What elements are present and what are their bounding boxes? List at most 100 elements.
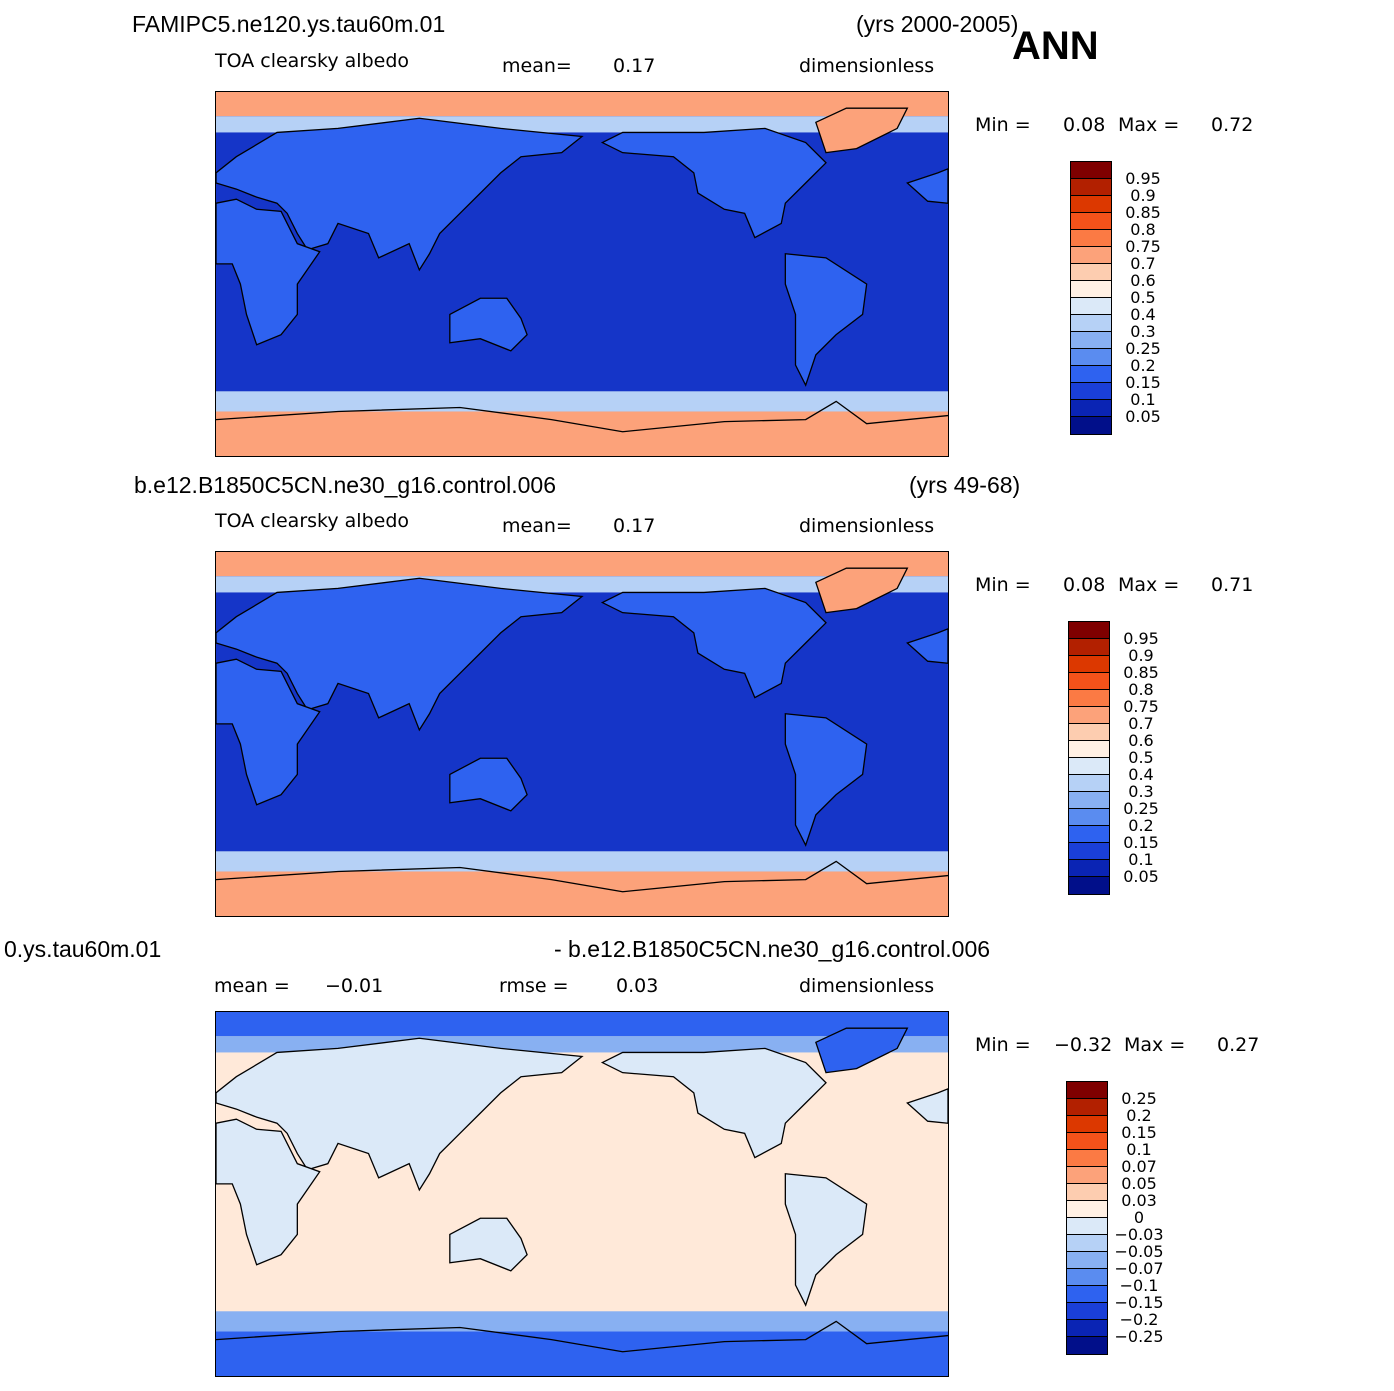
panel3-map (215, 1011, 949, 1377)
coastline-polygon (815, 1027, 909, 1074)
colorbar-label: 0.25 (1121, 1089, 1157, 1108)
coastline-polygon (600, 587, 827, 699)
panel3-mean-label: mean = (214, 975, 290, 997)
colorbar-label: 0.3 (1128, 782, 1154, 801)
colorbar-label: 0 (1133, 1208, 1145, 1227)
colorbar-label: −0.25 (1114, 1327, 1164, 1346)
panel2-max-label: Max = (1118, 574, 1180, 596)
colorbar-box (1071, 349, 1111, 366)
season-annotation: ANN (1012, 24, 1099, 68)
antarctica-band (216, 411, 948, 456)
colorbar-label: 0.05 (1121, 1174, 1157, 1193)
colorbar-label: −0.2 (1119, 1310, 1159, 1329)
panel3-case-right: - b.e12.B1850C5CN.ne30_g16.control.006 (554, 936, 991, 962)
panel2-max-value: 0.71 (1211, 574, 1254, 596)
colorbar-box (1071, 264, 1111, 281)
colorbar-label: 0.1 (1126, 1140, 1152, 1159)
colorbar-box (1067, 1320, 1107, 1337)
colorbar-box (1071, 298, 1111, 315)
colorbar-label: 0.07 (1121, 1157, 1157, 1176)
colorbar-box (1067, 1235, 1107, 1252)
panel1-variable: TOA clearsky albedo (215, 50, 409, 72)
panel1-max-value: 0.72 (1211, 114, 1254, 136)
colorbar-box (1071, 179, 1111, 196)
colorbar-label: 0.05 (1123, 867, 1159, 886)
panel3-max-label: Max = (1124, 1034, 1186, 1056)
colorbar-label: 0.1 (1128, 850, 1154, 869)
colorbar-label: −0.05 (1114, 1242, 1164, 1261)
colorbar-box (1069, 843, 1109, 860)
colorbar-box (1071, 332, 1111, 349)
panel3-mean-value: −0.01 (325, 975, 384, 997)
colorbar-label: 0.85 (1125, 203, 1161, 222)
colorbar-label: −0.03 (1114, 1225, 1164, 1244)
antarctic-coastline (216, 1320, 948, 1353)
southern-ocean-band (216, 1311, 948, 1332)
colorbar-box (1071, 247, 1111, 264)
colorbar-box (1067, 1252, 1107, 1269)
panel1-map (215, 91, 949, 457)
colorbar-box (1067, 1286, 1107, 1303)
arctic-band (216, 552, 948, 577)
arctic-band (216, 1012, 948, 1037)
coastline-polygon (784, 713, 868, 847)
coastline-polygon (815, 567, 909, 614)
colorbar-label: 0.7 (1128, 714, 1154, 733)
colorbar-label: 0.4 (1130, 305, 1156, 324)
panel1-max-label: Max = (1118, 114, 1180, 136)
panel3-min-label: Min = (975, 1034, 1031, 1056)
colorbar-box (1067, 1218, 1107, 1235)
coastline-polygon (216, 658, 321, 806)
coastline-polygon (216, 1037, 584, 1192)
colorbar-box (1067, 1167, 1107, 1184)
panel1-case-title: FAMIPC5.ne120.ys.tau60m.01 (132, 11, 446, 37)
panel3-max-value: 0.27 (1217, 1034, 1260, 1056)
panel2-years: (yrs 49-68) (909, 472, 1021, 498)
antarctic-coastline (216, 860, 948, 893)
colorbar-label: 0.3 (1130, 322, 1156, 341)
colorbar-label: 0.8 (1128, 680, 1154, 699)
colorbar-label: 0.03 (1121, 1191, 1157, 1210)
coastline-polygon (906, 168, 948, 204)
panel2-map (215, 551, 949, 917)
colorbar-box (1067, 1201, 1107, 1218)
coastline-polygon (216, 577, 584, 732)
antarctica-band (216, 1331, 948, 1376)
colorbar-box (1069, 775, 1109, 792)
colorbar-label: 0.05 (1125, 407, 1161, 426)
colorbar-label: 0.2 (1128, 816, 1154, 835)
colorbar-box (1067, 1337, 1107, 1354)
colorbar-label: 0.2 (1130, 356, 1156, 375)
colorbar-label: 0.75 (1123, 697, 1159, 716)
colorbar-label: 0.6 (1128, 731, 1154, 750)
colorbar-box (1069, 758, 1109, 775)
coastline-polygon (906, 628, 948, 664)
coastline-polygon (600, 1047, 827, 1159)
panel2-mean-value: 0.17 (613, 515, 656, 537)
colorbar-box (1069, 724, 1109, 741)
colorbar-box (1069, 673, 1109, 690)
antarctica-band (216, 871, 948, 916)
colorbar-label: 0.75 (1125, 237, 1161, 256)
antarctic-coastline (216, 400, 948, 433)
colorbar-box (1071, 281, 1111, 298)
colorbar-box (1071, 213, 1111, 230)
colorbar-label: −0.1 (1119, 1276, 1159, 1295)
colorbar-box (1069, 690, 1109, 707)
panel1-colorbar (1070, 161, 1112, 435)
coastline-polygon (906, 1088, 948, 1124)
colorbar-box (1069, 877, 1109, 894)
colorbar-box (1069, 826, 1109, 843)
panel1-mean-value: 0.17 (613, 55, 656, 77)
coastline-polygon (449, 1217, 528, 1272)
panel3-rmse-value: 0.03 (616, 975, 659, 997)
colorbar-box (1069, 860, 1109, 877)
coastline-polygon (449, 757, 528, 812)
colorbar-box (1071, 315, 1111, 332)
colorbar-box (1067, 1133, 1107, 1150)
colorbar-label: −0.15 (1114, 1293, 1164, 1312)
panel3-units: dimensionless (799, 975, 935, 997)
colorbar-label: 0.5 (1128, 748, 1154, 767)
panel1-min-value: 0.08 (1063, 114, 1106, 136)
coastline-polygon (216, 1118, 321, 1266)
